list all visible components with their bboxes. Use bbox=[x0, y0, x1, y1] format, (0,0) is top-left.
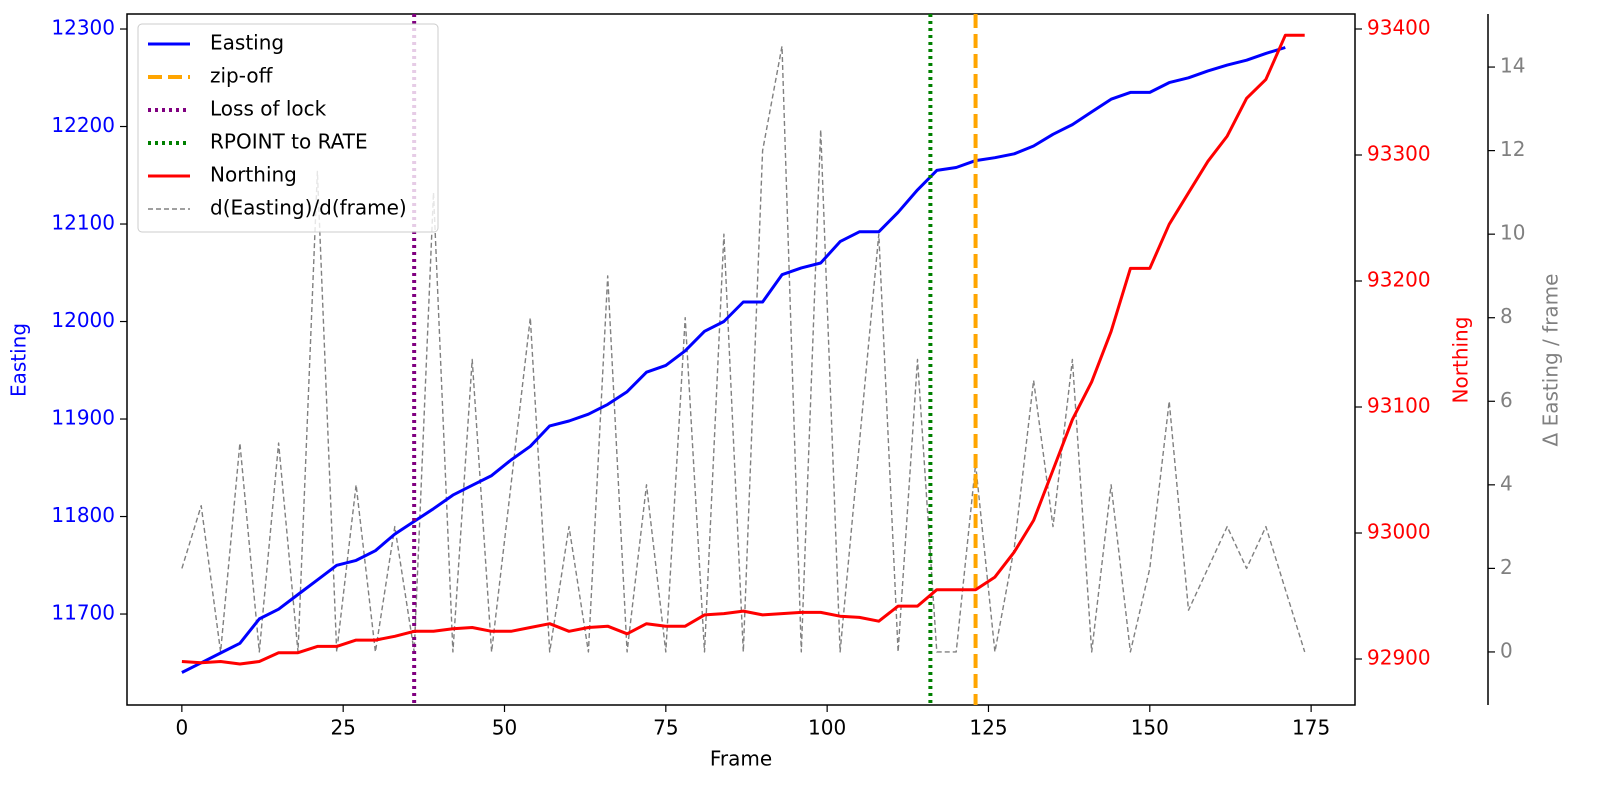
x-axis-label: Frame bbox=[710, 747, 772, 771]
y2-tick-label: 93000 bbox=[1367, 520, 1431, 544]
x-tick-label: 0 bbox=[175, 716, 188, 740]
y3-tick-label: 0 bbox=[1500, 638, 1513, 662]
legend-label: zip-off bbox=[210, 64, 274, 88]
y-tick-label: 12200 bbox=[51, 113, 115, 137]
y2-tick-label: 93200 bbox=[1367, 268, 1431, 292]
x-tick-label: 100 bbox=[808, 716, 846, 740]
series-line bbox=[181, 46, 1286, 674]
series-line bbox=[181, 33, 1305, 666]
y2-tick-label: 93100 bbox=[1367, 394, 1431, 418]
x-tick-label: 50 bbox=[492, 716, 517, 740]
legend-label: RPOINT to RATE bbox=[210, 130, 368, 154]
y2-tick-label: 92900 bbox=[1367, 646, 1431, 670]
x-tick-label: 75 bbox=[653, 716, 678, 740]
plot-frame bbox=[126, 13, 1356, 706]
legend: Easting zip-off Loss of lock RPOINT to RATE… bbox=[137, 23, 439, 233]
y-tick-label: 11700 bbox=[51, 601, 115, 625]
y3-tick-label: 4 bbox=[1500, 471, 1513, 495]
y-tick-label: 12100 bbox=[51, 211, 115, 235]
y3-tick-label: 6 bbox=[1500, 388, 1513, 412]
y3-tick-label: 12 bbox=[1500, 137, 1525, 161]
y2-tick-label: 93400 bbox=[1367, 15, 1431, 39]
y3-tick-label: 2 bbox=[1500, 555, 1513, 579]
legend-label: d(Easting)/d(frame) bbox=[210, 196, 407, 220]
y3-tick-label: 14 bbox=[1500, 54, 1525, 78]
legend-box bbox=[137, 23, 439, 233]
y-tick-label: 12300 bbox=[51, 16, 115, 40]
y2-axis-label: Northing bbox=[1449, 317, 1473, 404]
legend-label: Easting bbox=[210, 31, 284, 55]
x-tick-label: 175 bbox=[1292, 716, 1330, 740]
y3-tick-label: 8 bbox=[1500, 304, 1513, 328]
x-tick-label: 125 bbox=[969, 716, 1007, 740]
y3-axis-label: Δ Easting / frame bbox=[1539, 274, 1563, 447]
x-tick-label: 25 bbox=[330, 716, 355, 740]
x-tick-label: 150 bbox=[1131, 716, 1169, 740]
y3-tick-label: 10 bbox=[1500, 221, 1525, 245]
y-tick-label: 11900 bbox=[51, 406, 115, 430]
legend-label: Loss of lock bbox=[210, 97, 327, 121]
series-line bbox=[181, 45, 1306, 653]
y-tick-label: 12000 bbox=[51, 308, 115, 332]
y2-tick-label: 93300 bbox=[1367, 141, 1431, 165]
y-axis-label: Easting bbox=[7, 323, 31, 397]
y-tick-label: 11800 bbox=[51, 503, 115, 527]
legend-label: Northing bbox=[210, 163, 297, 187]
